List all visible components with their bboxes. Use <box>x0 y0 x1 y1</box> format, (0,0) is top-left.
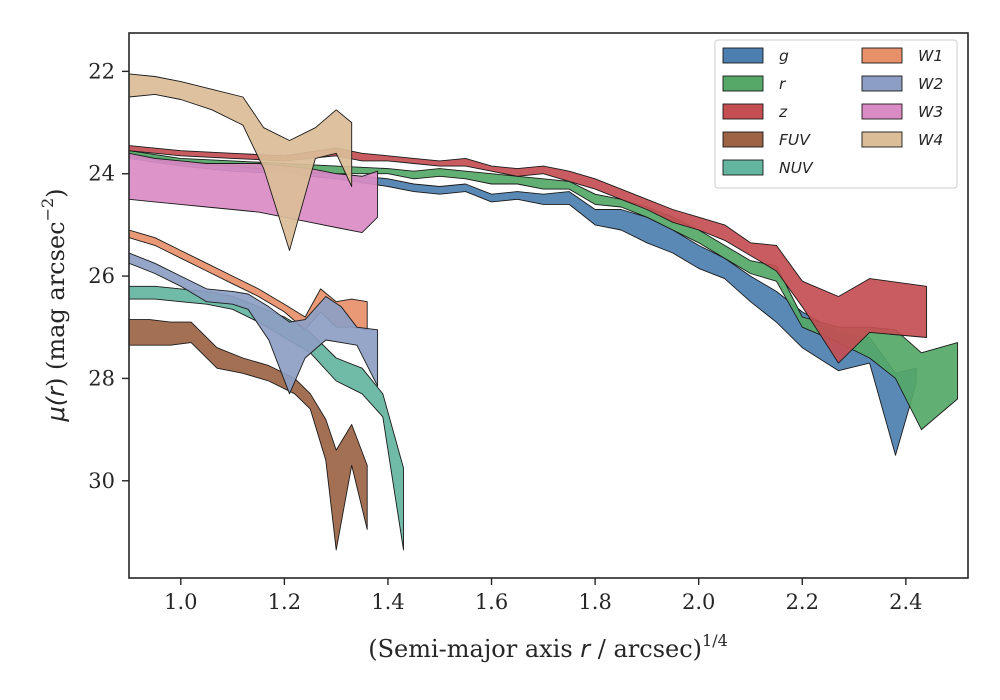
x-tick-label: 1.4 <box>371 590 404 614</box>
y-tick-label: 22 <box>88 59 115 83</box>
x-axis-label-exponent: 1/4 <box>702 631 728 650</box>
legend-swatch-nuv <box>722 159 764 176</box>
y-axis-label-variable: r <box>42 385 70 397</box>
x-axis-label-variable: r <box>580 635 592 663</box>
legend-swatch-w2 <box>861 75 903 92</box>
y-axis-label: μ(r) (mag arcsec−2) <box>38 188 70 422</box>
legend-swatch-fuv <box>722 131 764 148</box>
y-tick-label: 30 <box>88 469 115 493</box>
series-band-r <box>129 150 959 431</box>
legend-label-fuv: FUV <box>779 131 811 149</box>
legend-label-w3: W3 <box>918 103 943 121</box>
legend-label-z: z <box>778 103 788 121</box>
x-tick-label: 2.2 <box>786 590 819 614</box>
legend-label-r: r <box>779 75 787 93</box>
legend-swatch-g <box>722 47 764 64</box>
series-layer <box>129 73 959 551</box>
legend: grz FUV NUV W1 W2 W3 W4 <box>714 39 958 189</box>
y-axis-label-suffix: ) (mag arcsec <box>42 221 70 387</box>
x-axis-label: (Semi-major axis r / arcsec)1/4 <box>368 631 728 663</box>
legend-label-w1: W1 <box>918 47 943 65</box>
x-tick-label: 1.8 <box>578 590 611 614</box>
legend-label-w4: W4 <box>918 131 943 149</box>
series-band-w4 <box>129 73 353 251</box>
y-axis-label-exponent: −2 <box>38 198 57 222</box>
x-tick-label: 2.4 <box>889 590 922 614</box>
legend-label-nuv: NUV <box>779 159 814 177</box>
y-tick-label: 24 <box>88 162 115 186</box>
x-tick-label: 1.2 <box>268 590 301 614</box>
x-axis: 1.0 1.2 1.4 1.6 1.8 2.0 2.2 2.4 <box>164 578 923 614</box>
x-axis-label-suffix: / arcsec) <box>590 635 702 663</box>
x-tick-label: 1.6 <box>475 590 508 614</box>
x-tick-label: 2.0 <box>682 590 715 614</box>
x-tick-label: 1.0 <box>164 590 197 614</box>
series-band-z <box>129 145 928 364</box>
series-band-fuv <box>129 319 368 551</box>
y-tick-label: 26 <box>88 264 115 288</box>
legend-swatch-w3 <box>861 103 903 120</box>
legend-swatch-w4 <box>861 131 903 148</box>
y-axis-label-prefix: μ( <box>42 395 70 422</box>
legend-label-w2: W2 <box>918 75 943 93</box>
y-axis: 22 24 26 28 30 <box>88 59 129 493</box>
legend-swatch-r <box>722 75 764 92</box>
legend-swatch-z <box>722 103 764 120</box>
series-band-w2 <box>129 252 379 395</box>
series-band-w3 <box>129 152 379 234</box>
x-axis-label-prefix: (Semi-major axis <box>368 635 580 663</box>
y-tick-label: 28 <box>88 366 115 390</box>
plot-frame <box>128 32 969 579</box>
y-axis-label-end: ) <box>42 188 70 197</box>
legend-swatch-w1 <box>861 47 903 64</box>
legend-label-g: g <box>779 47 789 65</box>
